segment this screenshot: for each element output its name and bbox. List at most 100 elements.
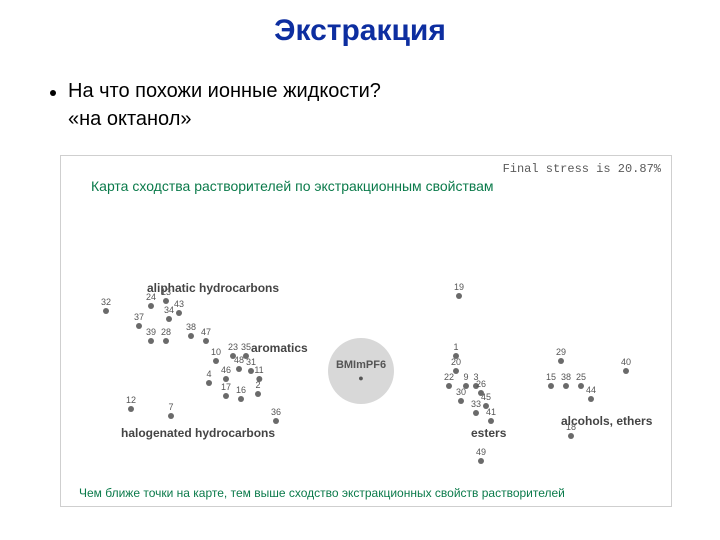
point-dot-icon — [168, 413, 174, 419]
point-label: 45 — [481, 393, 491, 402]
point-dot-icon — [248, 368, 254, 374]
scatter-point: 22 — [444, 373, 454, 389]
point-label: 30 — [456, 388, 466, 397]
scatter-point: 19 — [454, 283, 464, 299]
scatter-point: 13 — [161, 288, 171, 304]
point-dot-icon — [588, 396, 594, 402]
point-dot-icon — [623, 368, 629, 374]
scatter-point: 39 — [146, 328, 156, 344]
bullet-row: На что похожи ионные жидкости? — [50, 80, 381, 103]
center-circle-label: BMImPF6 — [336, 359, 386, 371]
scatter-point: 41 — [486, 408, 496, 424]
point-dot-icon — [166, 316, 172, 322]
scatter-point: 40 — [621, 358, 631, 374]
group-label: aromatics — [251, 341, 308, 355]
scatter-point: 29 — [556, 348, 566, 364]
point-label: 48 — [234, 356, 244, 365]
point-label: 1 — [453, 343, 458, 352]
point-label: 25 — [576, 373, 586, 382]
point-dot-icon — [446, 383, 452, 389]
point-label: 17 — [221, 383, 231, 392]
scatter-point: 38 — [561, 373, 571, 389]
scatter-point: 48 — [234, 356, 244, 372]
point-dot-icon — [273, 418, 279, 424]
point-label: 36 — [271, 408, 281, 417]
point-dot-icon — [236, 366, 242, 372]
bullet-text: На что похожи ионные жидкости? — [68, 80, 381, 103]
point-label: 43 — [174, 300, 184, 309]
point-dot-icon — [176, 310, 182, 316]
scatter-point: 38 — [186, 323, 196, 339]
point-label: 33 — [471, 400, 481, 409]
scatter-point: 24 — [146, 293, 156, 309]
point-dot-icon — [578, 383, 584, 389]
point-label: 11 — [254, 366, 263, 375]
point-dot-icon — [563, 383, 569, 389]
point-label: 49 — [476, 448, 486, 457]
scatter-point: 17 — [221, 383, 231, 399]
scatter-point: 49 — [476, 448, 486, 464]
point-label: 24 — [146, 293, 156, 302]
point-label: 18 — [566, 423, 576, 432]
point-label: 2 — [255, 381, 260, 390]
center-circle: BMImPF6● — [328, 338, 394, 404]
slide-title: Экстракция — [0, 14, 720, 48]
point-label: 34 — [164, 306, 174, 315]
point-label: 44 — [586, 386, 596, 395]
scatter-point: 10 — [211, 348, 221, 364]
point-label: 20 — [451, 358, 461, 367]
scatter-point: 28 — [161, 328, 171, 344]
scatter-point: 4 — [206, 370, 212, 386]
point-label: 37 — [134, 313, 144, 322]
point-dot-icon — [488, 418, 494, 424]
point-dot-icon — [163, 338, 169, 344]
point-dot-icon — [238, 396, 244, 402]
point-label: 26 — [476, 380, 486, 389]
scatter-point: 15 — [546, 373, 556, 389]
point-dot-icon — [548, 383, 554, 389]
scatter-point: 34 — [164, 306, 174, 322]
point-label: 22 — [444, 373, 454, 382]
point-dot-icon — [203, 338, 209, 344]
point-dot-icon — [136, 323, 142, 329]
scatter-point: 2 — [255, 381, 261, 397]
point-dot-icon — [473, 410, 479, 416]
point-dot-icon — [478, 458, 484, 464]
scatter-point: 7 — [168, 403, 174, 419]
scatter-point: 12 — [126, 396, 136, 412]
group-label: halogenated hydrocarbons — [121, 426, 275, 440]
point-label: 41 — [486, 408, 496, 417]
point-label: 23 — [228, 343, 238, 352]
scatter-point: 25 — [576, 373, 586, 389]
point-dot-icon — [206, 380, 212, 386]
point-label: 38 — [561, 373, 571, 382]
scatter-point: 43 — [174, 300, 184, 316]
point-dot-icon — [128, 406, 134, 412]
point-label: 47 — [201, 328, 211, 337]
point-label: 28 — [161, 328, 171, 337]
scatter-point: 18 — [566, 423, 576, 439]
scatter-point: 30 — [456, 388, 466, 404]
scatter-point: 36 — [271, 408, 281, 424]
point-label: 4 — [206, 370, 211, 379]
point-dot-icon — [163, 298, 169, 304]
chart-title: Карта сходства растворителей по экстракц… — [91, 178, 611, 196]
point-label: 38 — [186, 323, 196, 332]
point-dot-icon — [103, 308, 109, 314]
point-dot-icon — [558, 358, 564, 364]
slide: Экстракция На что похожи ионные жидкости… — [0, 0, 720, 540]
point-dot-icon — [148, 338, 154, 344]
point-label: 12 — [126, 396, 136, 405]
point-label: 29 — [556, 348, 566, 357]
point-label: 46 — [221, 366, 231, 375]
scatter-point: 16 — [236, 386, 246, 402]
point-dot-icon — [213, 358, 219, 364]
chart-container: Final stress is 20.87% Карта сходства ра… — [60, 155, 672, 507]
scatter-point: 37 — [134, 313, 144, 329]
point-dot-icon — [255, 391, 261, 397]
chart-inner: Final stress is 20.87% Карта сходства ра… — [61, 156, 671, 506]
point-label: 35 — [241, 343, 251, 352]
point-label: 15 — [546, 373, 556, 382]
point-dot-icon — [458, 398, 464, 404]
point-dot-icon — [188, 333, 194, 339]
